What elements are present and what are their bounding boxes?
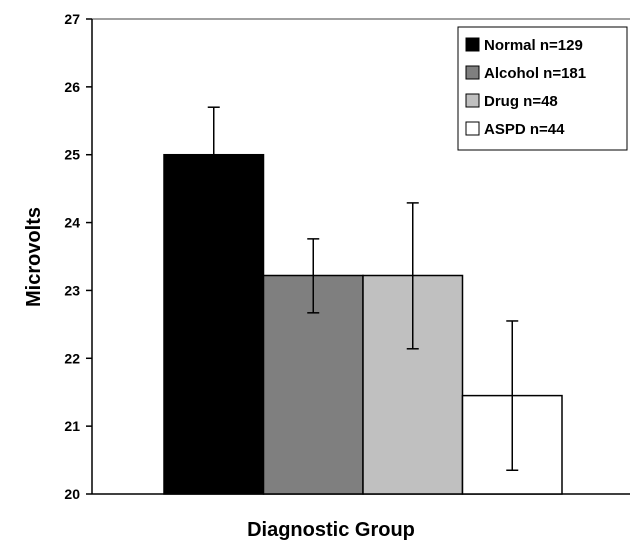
x-axis-title: Diagnostic Group: [247, 519, 415, 541]
legend: Normal n=129 Alcohol n=181 Drug n=48 ASPD n…: [457, 26, 628, 151]
y-tick-label: 26: [64, 79, 80, 95]
plot-area: 20 21 22 23 24 25 26 27: [64, 11, 630, 502]
legend-frame: [457, 26, 628, 151]
y-tick-label: 23: [64, 282, 80, 298]
y-ticks: 20 21 22 23 24 25 26 27: [64, 11, 92, 502]
y-tick-label: 25: [64, 147, 80, 163]
bar: [362, 274, 464, 495]
legend-swatch: [465, 93, 480, 108]
y-tick-label: 24: [64, 215, 80, 231]
legend-swatch: [465, 37, 480, 52]
y-tick-label: 22: [64, 350, 80, 366]
legend-swatch: [465, 121, 480, 136]
y-tick-label: 21: [64, 418, 80, 434]
y-tick-label: 27: [64, 11, 80, 27]
error-bars: [207, 106, 519, 471]
legend-label: Normal n=129: [484, 37, 583, 54]
legend-label: Alcohol n=181: [484, 65, 586, 82]
legend-label: ASPD n=44: [484, 121, 565, 138]
legend-label: Drug n=48: [484, 93, 558, 110]
y-axis-title: Microvolts: [23, 207, 45, 307]
bars: [163, 153, 563, 495]
legend-swatch: [465, 65, 480, 80]
y-tick-label: 20: [64, 486, 80, 502]
